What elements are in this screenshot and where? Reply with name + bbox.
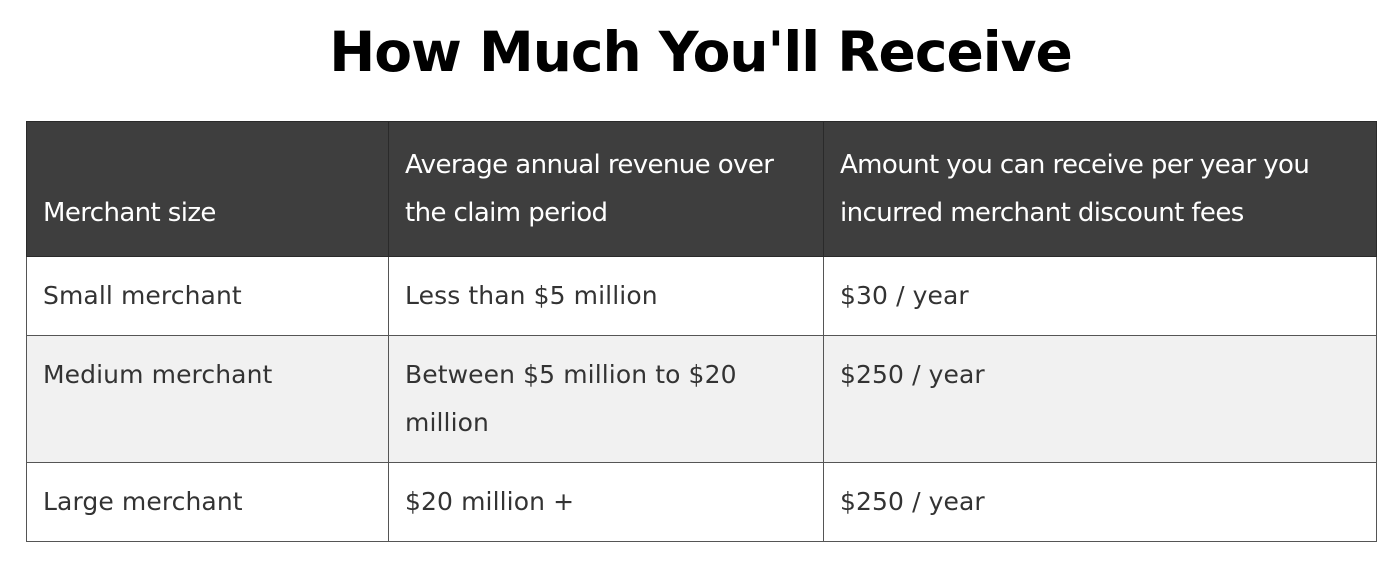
- cell-revenue: Less than $5 million: [388, 256, 824, 336]
- header-average-annual-revenue: Average annual revenue over the claim pe…: [388, 121, 824, 257]
- cell-merchant-size: Small merchant: [26, 256, 389, 336]
- header-row: Merchant size Average annual revenue ove…: [26, 121, 1377, 257]
- cell-amount: $30 / year: [823, 256, 1377, 336]
- table-row: Large merchant $20 million + $250 / year: [26, 462, 1377, 542]
- cell-merchant-size: Medium merchant: [26, 335, 389, 463]
- table-row: Small merchant Less than $5 million $30 …: [26, 256, 1377, 336]
- header-amount-per-year: Amount you can receive per year you incu…: [823, 121, 1377, 257]
- page-title: How Much You'll Receive: [329, 20, 1073, 84]
- table-header: Merchant size Average annual revenue ove…: [26, 121, 1377, 257]
- cell-amount: $250 / year: [823, 462, 1377, 542]
- payout-table: Merchant size Average annual revenue ove…: [26, 121, 1377, 542]
- cell-revenue: Between $5 million to $20 million: [388, 335, 824, 463]
- payout-table-container: Merchant size Average annual revenue ove…: [26, 121, 1377, 542]
- cell-amount: $250 / year: [823, 335, 1377, 463]
- header-merchant-size: Merchant size: [26, 121, 389, 257]
- cell-merchant-size: Large merchant: [26, 462, 389, 542]
- table-body: Small merchant Less than $5 million $30 …: [26, 256, 1377, 542]
- cell-revenue: $20 million +: [388, 462, 824, 542]
- table-row: Medium merchant Between $5 million to $2…: [26, 335, 1377, 463]
